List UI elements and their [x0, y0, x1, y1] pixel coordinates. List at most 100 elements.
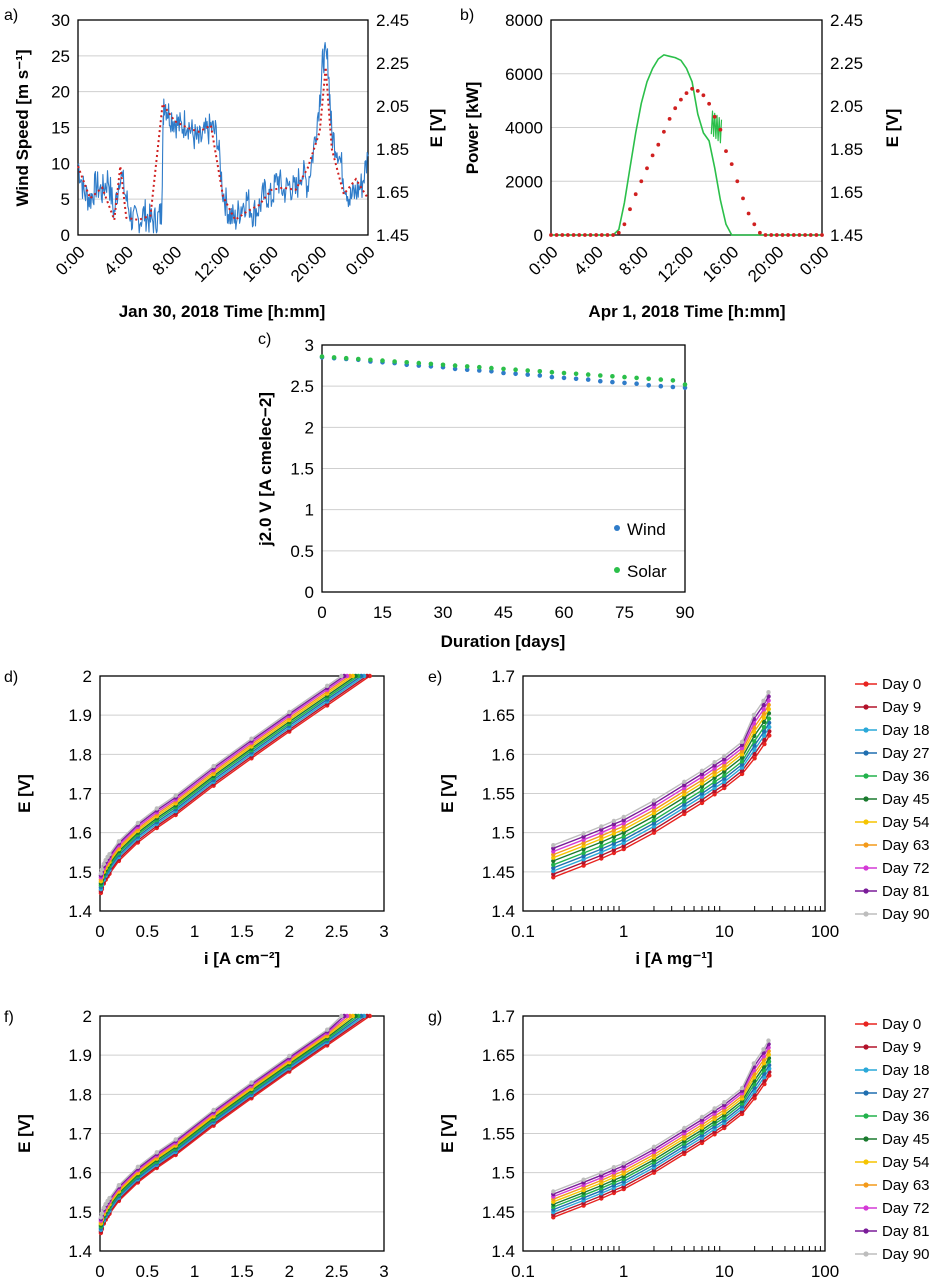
- solar-point: [440, 362, 446, 368]
- voltage-point: [554, 233, 559, 237]
- iv-point: [249, 1080, 254, 1085]
- x-tick-label: 0.5: [136, 1262, 160, 1280]
- x-tick-label: 1: [190, 1262, 199, 1280]
- y2-tick-label: 2.25: [830, 54, 863, 73]
- x-tick-label: 0.1: [511, 922, 535, 941]
- solar-point: [610, 374, 615, 379]
- voltage-point: [571, 233, 576, 237]
- legend-label-day-0: Day 0: [882, 1016, 921, 1033]
- iv-point: [621, 843, 626, 849]
- solar-point: [646, 376, 651, 382]
- iv-curve-day-54: [553, 1054, 770, 1203]
- y-axis-title: Wind Speed [m s⁻¹]: [13, 49, 32, 206]
- iv-point: [287, 709, 292, 715]
- solar-point: [368, 357, 373, 363]
- iv-point: [551, 875, 556, 880]
- panel-label: g): [428, 1009, 442, 1026]
- iv-point: [581, 857, 586, 862]
- iv-point: [621, 827, 626, 832]
- y-tick-label: 30: [51, 11, 70, 30]
- solar-point: [356, 356, 361, 362]
- iv-point: [211, 1107, 216, 1113]
- iv-point: [682, 799, 687, 804]
- iv-point: [699, 768, 705, 773]
- wind-point: [501, 370, 506, 376]
- iv-point: [611, 850, 617, 856]
- y2-tick-label: 2.45: [376, 11, 409, 30]
- iv-point: [651, 807, 657, 813]
- iv-point: [581, 831, 586, 836]
- plot-frame: [99, 675, 385, 912]
- iv-curve-day-0: [553, 735, 770, 878]
- iv-point: [581, 843, 586, 849]
- iv-point: [752, 747, 757, 752]
- iv-curve-day-0: [553, 1075, 770, 1218]
- solar-point: [561, 370, 567, 376]
- x-tick-label: 90: [676, 603, 695, 622]
- voltage-point: [786, 233, 790, 237]
- y-tick-label: 1.65: [482, 1046, 515, 1065]
- iv-point: [611, 834, 617, 839]
- y-tick-label: 6000: [505, 65, 543, 84]
- legend-marker: [863, 1090, 869, 1096]
- y-tick-label: 1.4: [491, 902, 515, 921]
- iv-point: [611, 841, 617, 846]
- voltage-point: [679, 97, 683, 102]
- legend-label-day-36: Day 36: [882, 1108, 930, 1125]
- wind-point: [477, 368, 482, 373]
- y-tick-label: 1.4: [68, 1242, 92, 1261]
- iv-point: [739, 1085, 745, 1091]
- iv-point: [722, 766, 727, 771]
- iv-point: [739, 765, 745, 770]
- iv-curve-day-18: [553, 726, 770, 872]
- legend-marker: [863, 1067, 869, 1073]
- voltage-point: [662, 129, 666, 134]
- iv-curve-day-90: [553, 1040, 770, 1193]
- iv-point: [682, 779, 687, 784]
- iv-curve-day-9: [553, 1071, 770, 1216]
- iv-point: [712, 782, 717, 788]
- voltage-point: [707, 101, 711, 106]
- iv-point: [325, 683, 330, 688]
- iv-point: [739, 755, 745, 760]
- solar-point: [464, 364, 470, 369]
- iv-point: [651, 798, 657, 803]
- voltage-point: [667, 117, 672, 121]
- y-tick-label: 2: [305, 418, 314, 437]
- iv-point: [761, 707, 766, 712]
- iv-point: [611, 838, 617, 843]
- iv-point: [651, 804, 657, 809]
- voltage-point: [791, 233, 796, 237]
- iv-point: [699, 788, 705, 793]
- iv-curve-day-0: [100, 675, 371, 894]
- y2-axis-title: E [V]: [427, 109, 446, 148]
- y-axis-title: E [V]: [15, 774, 34, 813]
- legend-label-day-9: Day 9: [882, 1039, 921, 1056]
- iv-point: [107, 1195, 112, 1201]
- iv-point: [103, 857, 108, 863]
- legend-label-day-63: Day 63: [882, 837, 930, 854]
- solar-point: [428, 361, 434, 367]
- iv-point: [651, 824, 657, 829]
- y-tick-label: 2: [83, 667, 92, 686]
- iv-curve-day-0: [100, 1015, 371, 1234]
- iv-point: [722, 785, 727, 791]
- y-tick-label: 25: [51, 47, 70, 66]
- iv-point: [551, 865, 556, 871]
- y-tick-label: 1.55: [482, 785, 515, 804]
- iv-point: [581, 863, 586, 868]
- legend-marker: [863, 1228, 869, 1234]
- iv-point: [611, 821, 617, 827]
- y-tick-label: 5: [61, 190, 70, 209]
- legend-label-day-90: Day 90: [882, 1246, 930, 1263]
- legend-label-day-9: Day 9: [882, 699, 921, 716]
- iv-point: [611, 831, 617, 836]
- iv-point: [651, 814, 657, 819]
- iv-point: [651, 801, 657, 806]
- voltage-point: [611, 233, 615, 237]
- x-tick-label: 1: [190, 922, 199, 941]
- iv-point: [651, 1144, 657, 1150]
- x-tick-label: 100: [811, 1262, 839, 1280]
- iv-point: [581, 834, 586, 839]
- iv-point: [551, 846, 556, 851]
